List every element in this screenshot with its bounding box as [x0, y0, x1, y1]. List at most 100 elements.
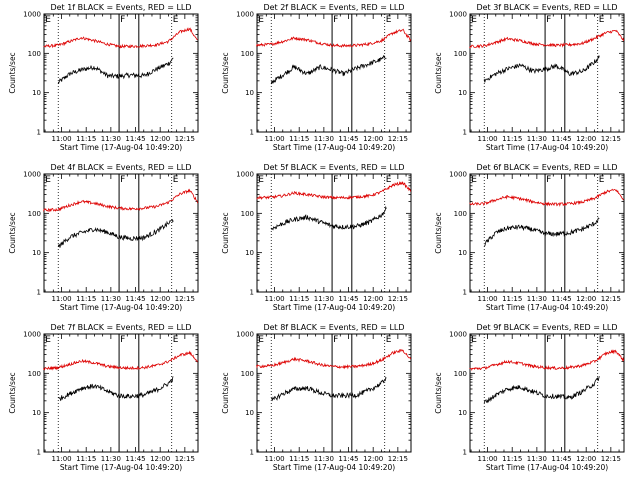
x-tick-label: 11:00 — [51, 455, 71, 463]
x-tick-label: 11:00 — [51, 135, 71, 143]
x-tick-label: 11:00 — [51, 295, 71, 303]
x-axis-label: Start Time (17-Aug-04 10:49:20) — [486, 143, 608, 152]
x-tick-label: 11:15 — [289, 295, 309, 303]
x-tick-label: 11:15 — [76, 135, 96, 143]
event-marker-label: F — [333, 175, 338, 185]
y-tick-label: 1000 — [236, 11, 254, 19]
x-tick-label: 11:45 — [125, 295, 145, 303]
x-tick-label: 11:15 — [289, 455, 309, 463]
y-tick-label: 10 — [245, 89, 254, 97]
x-tick-label: 11:15 — [76, 455, 96, 463]
y-axis-label: Counts/sec — [434, 52, 443, 93]
y-tick-label: 100 — [454, 210, 467, 218]
event-marker-label: E — [45, 15, 51, 25]
events-series-line — [483, 217, 600, 247]
panel-title: Det 6f BLACK = Events, RED = LLD — [476, 163, 617, 172]
x-tick-label: 11:45 — [125, 135, 145, 143]
panel-title: Det 2f BLACK = Events, RED = LLD — [263, 3, 404, 12]
events-series-line — [483, 376, 600, 404]
x-tick-label: 11:45 — [125, 455, 145, 463]
x-tick-label: 11:45 — [551, 135, 571, 143]
event-marker-label: E — [471, 175, 477, 185]
y-tick-label: 10 — [32, 89, 41, 97]
x-axis-label: Start Time (17-Aug-04 10:49:20) — [486, 303, 608, 312]
x-tick-label: 11:00 — [264, 135, 284, 143]
event-marker-label: E — [599, 175, 605, 185]
panel-7: Det 7f BLACK = Events, RED = LLD 1 10 100 10… — [8, 323, 199, 472]
y-axis-label: Counts/sec — [434, 372, 443, 413]
panel-1: Det 1f BLACK = Events, RED = LLD 1 10 100 10… — [8, 3, 199, 152]
y-tick-label: 1000 — [449, 171, 467, 179]
plot-frame — [43, 173, 199, 293]
x-tick-label: 12:15 — [388, 295, 408, 303]
event-marker-label: E — [173, 335, 179, 345]
x-tick-label: 12:15 — [175, 455, 195, 463]
event-marker-label: E — [386, 175, 392, 185]
y-axis-label: Counts/sec — [8, 52, 17, 93]
plot-frame — [469, 13, 625, 133]
y-tick-label: 100 — [241, 210, 254, 218]
x-tick-label: 11:30 — [527, 455, 547, 463]
panel-title: Det 7f BLACK = Events, RED = LLD — [50, 323, 191, 332]
x-tick-label: 11:15 — [502, 135, 522, 143]
y-tick-label: 1000 — [23, 171, 41, 179]
y-tick-label: 1 — [463, 449, 467, 457]
x-axis-label: Start Time (17-Aug-04 10:49:20) — [273, 143, 395, 152]
events-series-line — [270, 205, 387, 231]
x-axis-label: Start Time (17-Aug-04 10:49:20) — [60, 463, 182, 472]
y-tick-label: 100 — [241, 50, 254, 58]
event-marker-label: E — [599, 15, 605, 25]
event-marker-label: F — [546, 175, 551, 185]
panel-title: Det 8f BLACK = Events, RED = LLD — [263, 323, 404, 332]
y-tick-label: 100 — [454, 370, 467, 378]
x-tick-label: 11:45 — [551, 455, 571, 463]
y-tick-label: 1 — [250, 289, 254, 297]
y-tick-label: 1000 — [449, 11, 467, 19]
x-axis-label: Start Time (17-Aug-04 10:49:20) — [486, 463, 608, 472]
y-axis-label: Counts/sec — [434, 212, 443, 253]
plot-frame — [256, 333, 412, 453]
x-tick-label: 12:00 — [576, 135, 596, 143]
events-series-line — [270, 55, 387, 85]
y-axis-label: Counts/sec — [221, 212, 230, 253]
y-tick-label: 1000 — [23, 331, 41, 339]
events-series-line — [57, 57, 174, 85]
x-tick-label: 11:15 — [502, 455, 522, 463]
x-axis-label: Start Time (17-Aug-04 10:49:20) — [60, 143, 182, 152]
plot-frame — [256, 13, 412, 133]
panel-5: Det 5f BLACK = Events, RED = LLD 1 10 100 10… — [221, 163, 412, 312]
event-marker-label: E — [45, 175, 51, 185]
y-tick-label: 10 — [32, 409, 41, 417]
panel-title: Det 4f BLACK = Events, RED = LLD — [50, 163, 191, 172]
panel-4: Det 4f BLACK = Events, RED = LLD 1 10 100 10… — [8, 163, 199, 312]
plot-frame — [256, 173, 412, 293]
x-tick-label: 12:00 — [150, 455, 170, 463]
x-tick-label: 12:15 — [601, 455, 621, 463]
x-tick-label: 11:45 — [338, 295, 358, 303]
event-marker-label: F — [120, 15, 125, 25]
panel-title: Det 9f BLACK = Events, RED = LLD — [476, 323, 617, 332]
event-marker-label: E — [599, 335, 605, 345]
y-tick-label: 10 — [458, 89, 467, 97]
event-marker-label: F — [546, 335, 551, 345]
lld-series-line — [43, 27, 198, 49]
x-tick-label: 11:00 — [264, 455, 284, 463]
x-tick-label: 11:00 — [477, 135, 497, 143]
panel-3: Det 3f BLACK = Events, RED = LLD 1 10 100 10… — [434, 3, 625, 152]
x-tick-label: 11:30 — [527, 135, 547, 143]
x-tick-label: 11:15 — [76, 295, 96, 303]
x-tick-label: 12:00 — [576, 295, 596, 303]
x-tick-label: 11:30 — [314, 455, 334, 463]
plot-frame — [469, 173, 625, 293]
x-tick-label: 12:15 — [601, 135, 621, 143]
event-marker-label: E — [258, 335, 264, 345]
x-tick-label: 12:00 — [150, 135, 170, 143]
lld-series-line — [43, 350, 199, 371]
lld-series-line — [469, 349, 625, 372]
y-tick-label: 10 — [32, 249, 41, 257]
event-marker-label: E — [386, 15, 392, 25]
event-marker-label: E — [471, 335, 477, 345]
y-tick-label: 100 — [28, 50, 41, 58]
x-tick-label: 12:00 — [150, 295, 170, 303]
x-tick-label: 11:30 — [101, 455, 121, 463]
